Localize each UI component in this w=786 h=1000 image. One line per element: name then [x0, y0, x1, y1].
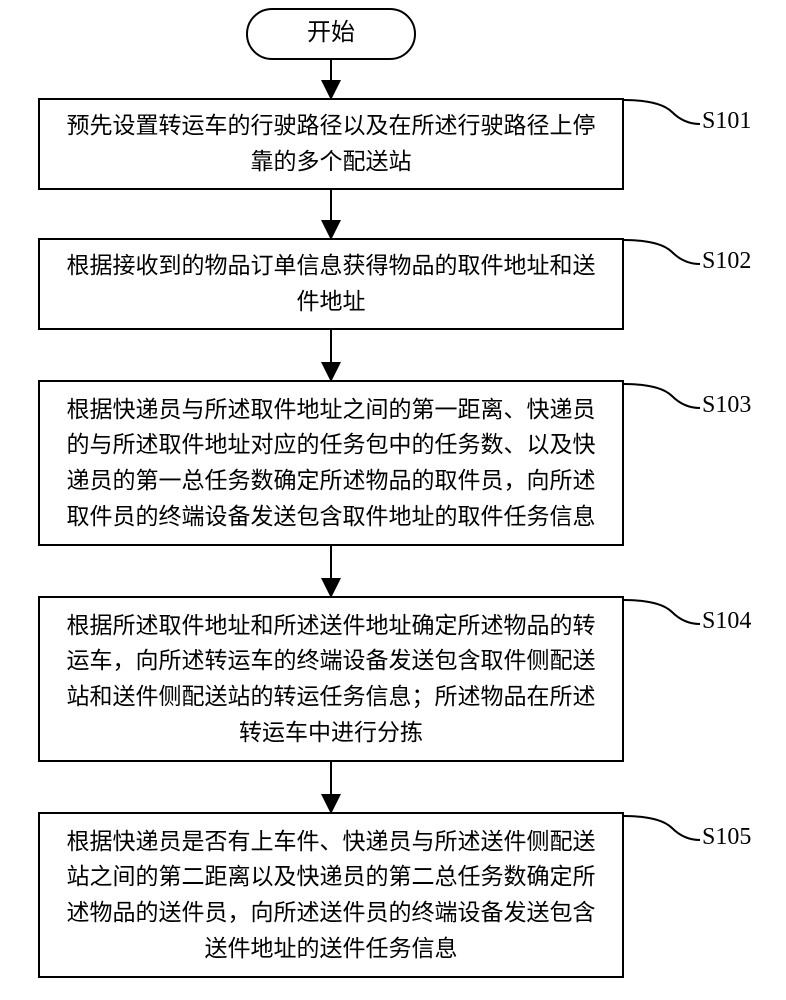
step-s101-text: 预先设置转运车的行驶路径以及在所述行驶路径上停靠的多个配送站 [58, 108, 604, 179]
step-s102: 根据接收到的物品订单信息获得物品的取件地址和送件地址 [38, 238, 624, 330]
label-s103: S103 [702, 392, 751, 419]
step-s104-text: 根据所述取件地址和所述送件地址确定所述物品的转运车，向所述转运车的终端设备发送包… [58, 608, 604, 751]
step-s105-text: 根据快递员是否有上车件、快递员与所述送件侧配送站之间的第二距离以及快递员的第二总… [58, 824, 604, 967]
step-s101: 预先设置转运车的行驶路径以及在所述行驶路径上停靠的多个配送站 [38, 98, 624, 190]
start-label: 开始 [307, 15, 355, 52]
label-s101: S101 [702, 108, 751, 135]
label-s104: S104 [702, 608, 751, 635]
callout-s103 [624, 384, 700, 408]
step-s104: 根据所述取件地址和所述送件地址确定所述物品的转运车，向所述转运车的终端设备发送包… [38, 596, 624, 762]
step-s103: 根据快递员与所述取件地址之间的第一距离、快递员的与所述取件地址对应的任务包中的任… [38, 380, 624, 546]
step-s103-text: 根据快递员与所述取件地址之间的第一距离、快递员的与所述取件地址对应的任务包中的任… [58, 392, 604, 535]
callout-s102 [624, 240, 700, 264]
label-s105: S105 [702, 824, 751, 851]
label-s102: S102 [702, 248, 751, 275]
flowchart-container: 开始 预先设置转运车的行驶路径以及在所述行驶路径上停靠的多个配送站 根据接收到的… [0, 0, 786, 1000]
callout-s105 [624, 816, 700, 840]
callout-s104 [624, 600, 700, 624]
step-s105: 根据快递员是否有上车件、快递员与所述送件侧配送站之间的第二距离以及快递员的第二总… [38, 812, 624, 978]
start-node: 开始 [246, 8, 416, 60]
callout-s101 [624, 100, 700, 124]
step-s102-text: 根据接收到的物品订单信息获得物品的取件地址和送件地址 [58, 248, 604, 319]
